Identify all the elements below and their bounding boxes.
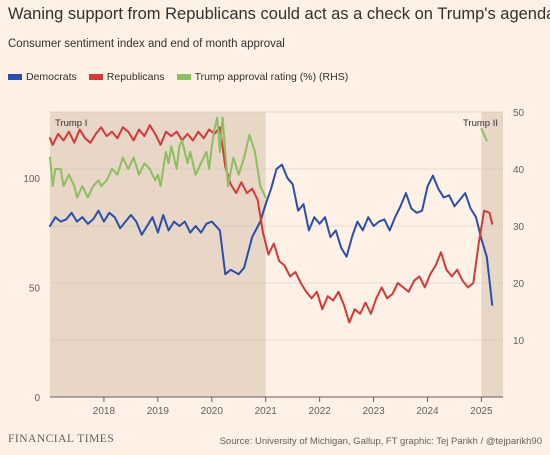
- series-line-trump-approval-rating-rhs-3: [480, 128, 488, 142]
- legend-item-trump-approval: Trump approval rating (%) (RHS): [176, 71, 349, 83]
- series-line-republicans-1: [49, 124, 494, 324]
- x-tick-label-0: 2018: [93, 406, 116, 417]
- series-line-trump-approval-rating-rhs-2: [49, 116, 267, 199]
- legend-item-democrats: Democrats: [8, 71, 77, 83]
- chart-legend: Democrats Republicans Trump approval rat…: [8, 71, 348, 83]
- y-right-tick-label-0: 10: [513, 336, 525, 347]
- x-tick-label-4: 2022: [309, 406, 332, 417]
- legend-swatch-republicans: [88, 74, 103, 80]
- shaded-period-label-1: Trump II: [463, 118, 498, 129]
- shaded-period-label-0: Trump I: [55, 118, 87, 129]
- x-tick-label-1: 2019: [147, 406, 170, 417]
- y-left-tick-label-2: 100: [23, 174, 40, 185]
- footer-brand: FINANCIAL TIMES: [8, 433, 115, 445]
- legend-swatch-democrats: [8, 74, 22, 80]
- legend-label-trump-approval: Trump approval rating (%) (RHS): [194, 71, 349, 83]
- x-tick-label-3: 2021: [255, 406, 278, 417]
- legend-label-democrats: Democrats: [26, 71, 77, 83]
- y-right-tick-label-2: 30: [513, 222, 525, 233]
- y-right-tick-label-1: 20: [513, 279, 525, 290]
- chart-title: Waning support from Republicans could ac…: [8, 5, 550, 23]
- x-tick-label-5: 2023: [362, 406, 385, 417]
- y-right-tick-label-4: 50: [513, 108, 525, 119]
- series-line-democrats-0: [49, 163, 494, 306]
- legend-item-republicans: Republicans: [88, 71, 165, 83]
- x-tick-label-7: 2025: [470, 406, 493, 417]
- y-left-tick-label-0: 0: [34, 393, 40, 404]
- y-right-tick-label-3: 40: [513, 165, 525, 176]
- x-tick-label-2: 2020: [201, 406, 224, 417]
- legend-label-republicans: Republicans: [106, 71, 165, 83]
- legend-swatch-trump-approval: [176, 74, 191, 80]
- shaded-period-1: [481, 112, 503, 397]
- x-tick-label-6: 2024: [416, 406, 439, 417]
- y-left-tick-label-1: 50: [29, 283, 41, 294]
- shaded-period-0: [50, 112, 266, 397]
- source-note: Source: University of Michigan, Gallup, …: [219, 436, 542, 447]
- chart-subtitle: Consumer sentiment index and end of mont…: [8, 38, 285, 50]
